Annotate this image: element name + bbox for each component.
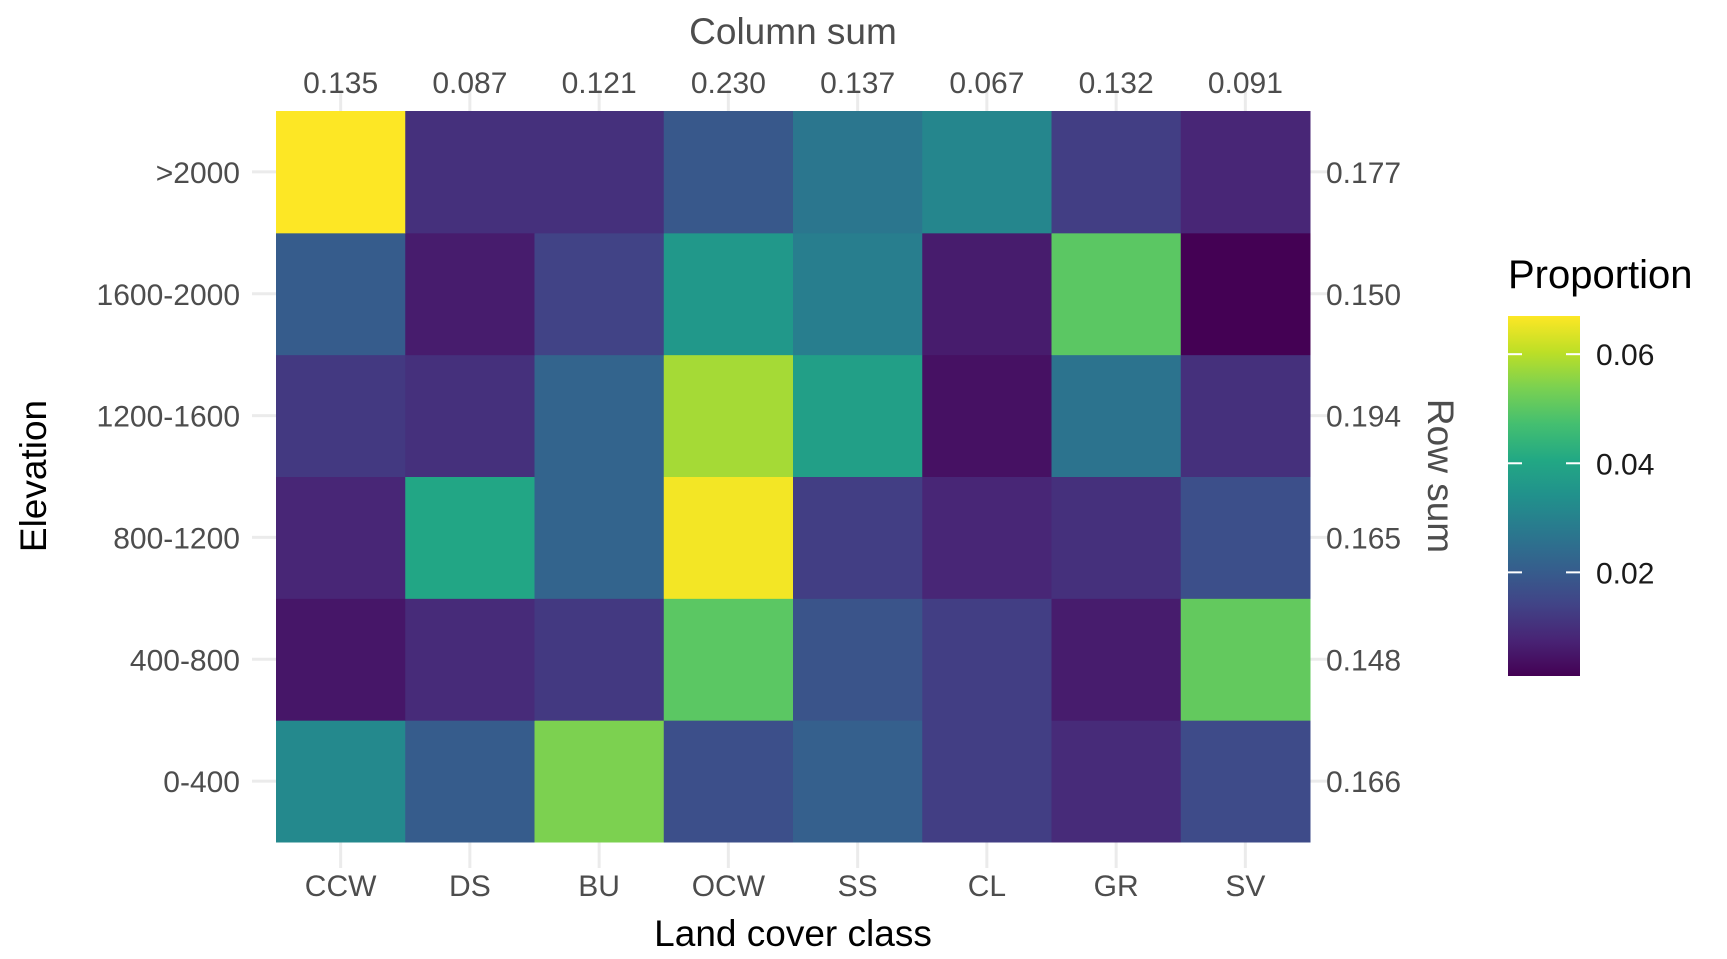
column-sum-label: 0.121 <box>562 67 637 100</box>
heatmap-cell <box>405 476 535 599</box>
legend-ticks: 0.02 0.04 0.06 <box>1508 339 1654 590</box>
heatmap-cell <box>276 598 406 721</box>
x-tick-label: OCW <box>692 870 766 903</box>
column-sum-label: 0.137 <box>820 67 895 100</box>
heatmap-cell <box>1180 111 1311 234</box>
heatmap-cell <box>1180 354 1311 477</box>
heatmap-cell <box>922 476 1052 599</box>
x-tick-label: CCW <box>305 870 377 903</box>
x-tick-label: GR <box>1094 870 1139 903</box>
row-sum-label: 0.194 <box>1326 401 1401 434</box>
row-sum-label: 0.148 <box>1326 644 1401 677</box>
heatmap-cell <box>922 111 1052 234</box>
heatmap-cell <box>276 476 406 599</box>
row-sum-label: 0.177 <box>1326 157 1401 190</box>
column-sum-labels: 0.135 0.087 0.121 0.230 0.137 0.067 0.132 0.091 <box>303 67 1283 100</box>
heatmap-cell <box>1051 720 1182 843</box>
heatmap-cell <box>922 354 1052 477</box>
y-tick-label: 1200-1600 <box>97 401 240 434</box>
legend-colorbar <box>1508 316 1580 676</box>
heatmap-cell <box>793 111 923 234</box>
column-sum-label: 0.067 <box>949 67 1024 100</box>
column-sum-label: 0.132 <box>1079 67 1154 100</box>
y-axis-ticks: 0-400 400-800 800-1200 1200-1600 1600-2000 >2… <box>97 157 240 799</box>
row-sum-label: 0.150 <box>1326 279 1401 312</box>
x-axis-ticks: CCW DS BU OCW SS CL GR SV <box>305 870 1266 903</box>
heatmap-cell <box>922 598 1052 721</box>
secondary-y-axis-title: Row sum <box>1420 399 1461 553</box>
heatmap-cell <box>922 232 1052 356</box>
y-tick-label: 0-400 <box>163 766 240 799</box>
heatmap-cell <box>534 232 665 356</box>
heatmap-cell <box>1180 720 1311 843</box>
heatmap-cell <box>922 720 1052 843</box>
heatmap-cell <box>1051 354 1182 477</box>
x-tick-label: SV <box>1225 870 1265 903</box>
column-sum-label: 0.135 <box>303 67 378 100</box>
heatmap-cell <box>793 476 923 599</box>
heatmap-cell <box>1051 476 1182 599</box>
y-tick-label: >2000 <box>156 157 240 190</box>
column-sum-label: 0.087 <box>432 67 507 100</box>
heatmap-cell <box>405 720 535 843</box>
heatmap-cell <box>405 111 535 234</box>
heatmap-cell <box>534 476 665 599</box>
legend-tick-label: 0.06 <box>1596 339 1654 372</box>
heatmap-cell <box>663 476 794 599</box>
heatmap-cell <box>276 111 406 234</box>
heatmap-cell <box>663 232 794 356</box>
y-tick-label: 1600-2000 <box>97 279 240 312</box>
heatmap-cell <box>276 720 406 843</box>
heatmap-cell <box>1051 598 1182 721</box>
heatmap-cell <box>405 598 535 721</box>
column-sum-label: 0.091 <box>1208 67 1283 100</box>
secondary-x-axis-title: Column sum <box>689 11 897 52</box>
column-sum-label: 0.230 <box>691 67 766 100</box>
heatmap-cell <box>534 598 665 721</box>
legend: Proportion 0.02 0.04 0.06 <box>1508 253 1693 676</box>
heatmap-cell <box>1051 111 1182 234</box>
heatmap-cell <box>663 354 794 477</box>
heatmap-cell <box>405 232 535 356</box>
heatmap-cell <box>663 111 794 234</box>
x-tick-label: DS <box>449 870 491 903</box>
heatmap-cell <box>793 720 923 843</box>
heatmap-cell <box>1051 232 1182 356</box>
y-tick-label: 800-1200 <box>113 522 240 555</box>
heatmap-cell <box>1180 476 1311 599</box>
heatmap-cell <box>663 720 794 843</box>
heatmap-cell <box>276 354 406 477</box>
heatmap-cell <box>793 598 923 721</box>
heatmap-cell <box>663 598 794 721</box>
heatmap-cell <box>1180 232 1311 356</box>
row-sum-label: 0.165 <box>1326 522 1401 555</box>
heatmap-cell <box>276 232 406 356</box>
legend-tick-label: 0.02 <box>1596 557 1654 590</box>
x-tick-label: SS <box>838 870 878 903</box>
heatmap-cell <box>534 354 665 477</box>
y-axis-title: Elevation <box>13 400 54 552</box>
legend-title: Proportion <box>1508 253 1693 297</box>
x-tick-label: BU <box>578 870 620 903</box>
grid-lines <box>252 90 1330 868</box>
x-axis-title: Land cover class <box>654 913 932 954</box>
x-tick-label: CL <box>968 870 1006 903</box>
legend-tick-label: 0.04 <box>1596 448 1654 481</box>
heatmap-cell <box>1180 598 1311 721</box>
heatmap-cell <box>405 354 535 477</box>
row-sum-label: 0.166 <box>1326 766 1401 799</box>
heatmap-cells <box>276 111 1311 843</box>
heatmap-cell <box>793 354 923 477</box>
heatmap-cell <box>793 232 923 356</box>
heatmap-cell <box>534 111 665 234</box>
row-sum-labels: 0.166 0.148 0.165 0.194 0.150 0.177 <box>1326 157 1401 799</box>
y-tick-label: 400-800 <box>130 644 240 677</box>
heatmap-cell <box>534 720 665 843</box>
